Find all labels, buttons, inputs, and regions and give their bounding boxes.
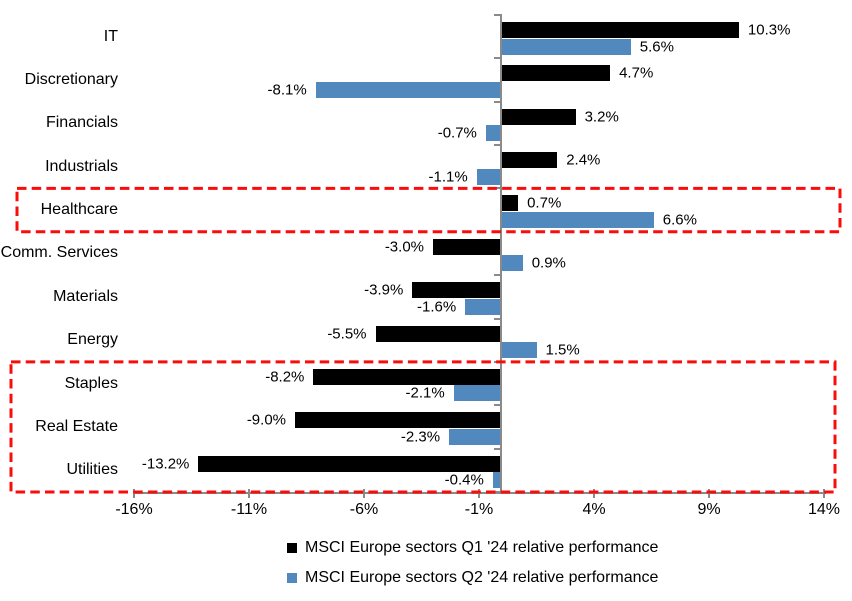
x-axis-tick-label-14: 14% (807, 501, 841, 518)
data-label-q1-materials: -3.9% (364, 281, 404, 299)
bar-q2-staples (453, 385, 502, 402)
x-axis-tick (478, 489, 480, 498)
data-label-q2-discretionary: -8.1% (267, 81, 307, 99)
bar-q1-industrials (502, 152, 558, 169)
bar-q2-it (502, 38, 631, 55)
legend: MSCI Europe sectors Q1 '24 relative perf… (287, 537, 658, 597)
category-label-energy: Energy (67, 331, 118, 349)
y-axis-category-tick (494, 230, 502, 233)
x-axis-tick (593, 489, 595, 498)
bar-q1-real-estate (295, 412, 502, 429)
data-label-q1-financials: 3.2% (584, 108, 619, 126)
category-label-it: IT (103, 27, 118, 45)
y-axis-category-tick (494, 144, 502, 147)
x-axis-tick-label-9: 9% (697, 501, 721, 518)
x-axis-tick (363, 489, 365, 498)
legend-item-q2: MSCI Europe sectors Q2 '24 relative perf… (287, 567, 658, 589)
bar-q1-utilities (198, 455, 502, 472)
bar-q1-materials (412, 282, 502, 299)
category-label-discretionary: Discretionary (24, 71, 118, 89)
legend-swatch-q1-icon (287, 543, 297, 553)
bar-q1-staples (313, 368, 502, 385)
data-label-q2-comm-services: 0.9% (531, 254, 566, 272)
y-axis-category-tick (494, 404, 502, 407)
category-label-financials: Financials (45, 114, 118, 132)
x-axis-tick-label-6: -6% (349, 501, 379, 518)
data-label-q2-utilities: -0.4% (444, 471, 484, 489)
x-axis-tick-label-16: -16% (115, 501, 153, 518)
category-label-healthcare: Healthcare (40, 201, 118, 219)
y-axis-line (500, 15, 502, 492)
data-label-q1-discretionary: 4.7% (619, 64, 654, 82)
data-label-q2-real-estate: -2.3% (400, 428, 441, 446)
bar-q2-energy (502, 342, 537, 359)
bar-q2-healthcare (502, 211, 654, 228)
bar-q1-discretionary (502, 65, 611, 82)
bar-q1-financials (502, 108, 576, 125)
data-label-q1-energy: -5.5% (327, 325, 367, 343)
data-label-q2-it: 5.6% (639, 38, 674, 55)
bar-q2-materials (465, 298, 502, 315)
y-axis-category-tick (494, 317, 502, 320)
data-label-q1-healthcare: 0.7% (527, 194, 562, 212)
bar-q1-it (502, 22, 739, 38)
x-axis-tick-label-11: -11% (230, 501, 268, 518)
bar-q2-discretionary (315, 81, 502, 98)
data-label-q2-materials: -1.6% (417, 298, 457, 316)
data-label-q1-utilities: -13.2% (141, 455, 190, 473)
category-label-industrials: Industrials (45, 157, 118, 175)
data-label-q1-it: 10.3% (747, 21, 791, 39)
x-axis-tick (248, 489, 250, 498)
legend-label-q1: MSCI Europe sectors Q1 '24 relative perf… (305, 539, 659, 556)
bar-q1-healthcare (502, 195, 519, 212)
data-label-q2-industrials: -1.1% (428, 168, 468, 186)
x-axis-tick (708, 489, 710, 498)
bar-q1-energy (375, 325, 502, 342)
category-label-comm-services: Comm. Services (0, 244, 118, 262)
y-axis-category-tick (494, 274, 502, 277)
y-axis-category-tick (494, 447, 502, 450)
x-axis-tick (823, 489, 825, 498)
y-axis-category-tick (494, 360, 502, 363)
category-label-real-estate: Real Estate (35, 417, 118, 435)
y-axis-category-tick (494, 57, 502, 60)
bar-q2-industrials (476, 168, 502, 185)
data-label-q2-energy: 1.5% (545, 341, 580, 359)
y-axis-category-tick (494, 100, 502, 103)
y-axis-category-tick (494, 187, 502, 190)
data-label-q1-staples: -8.2% (265, 368, 305, 386)
x-axis-tick (133, 489, 135, 498)
category-label-staples: Staples (64, 374, 118, 392)
data-label-q1-comm-services: -3.0% (384, 238, 424, 256)
data-label-q1-industrials: 2.4% (566, 151, 601, 169)
legend-item-q1: MSCI Europe sectors Q1 '24 relative perf… (287, 537, 658, 559)
x-axis-line (134, 492, 826, 494)
bar-q2-real-estate (449, 428, 502, 445)
x-axis-tick-label-4: 4% (582, 501, 606, 518)
data-label-q2-financials: -0.7% (437, 124, 477, 142)
x-axis-tick-label-1: -1% (464, 501, 494, 518)
y-axis-category-tick (494, 14, 502, 16)
data-label-q2-healthcare: 6.6% (662, 211, 697, 229)
bar-q2-comm-services (502, 255, 523, 272)
category-label-materials: Materials (53, 287, 118, 305)
bar-q1-comm-services (433, 238, 502, 255)
data-label-q1-real-estate: -9.0% (246, 411, 286, 429)
category-label-utilities: Utilities (66, 461, 118, 479)
legend-label-q2: MSCI Europe sectors Q2 '24 relative perf… (305, 569, 659, 586)
data-label-q2-staples: -2.1% (405, 384, 445, 402)
bar-q2-financials (485, 125, 502, 142)
legend-swatch-q2-icon (287, 573, 297, 583)
